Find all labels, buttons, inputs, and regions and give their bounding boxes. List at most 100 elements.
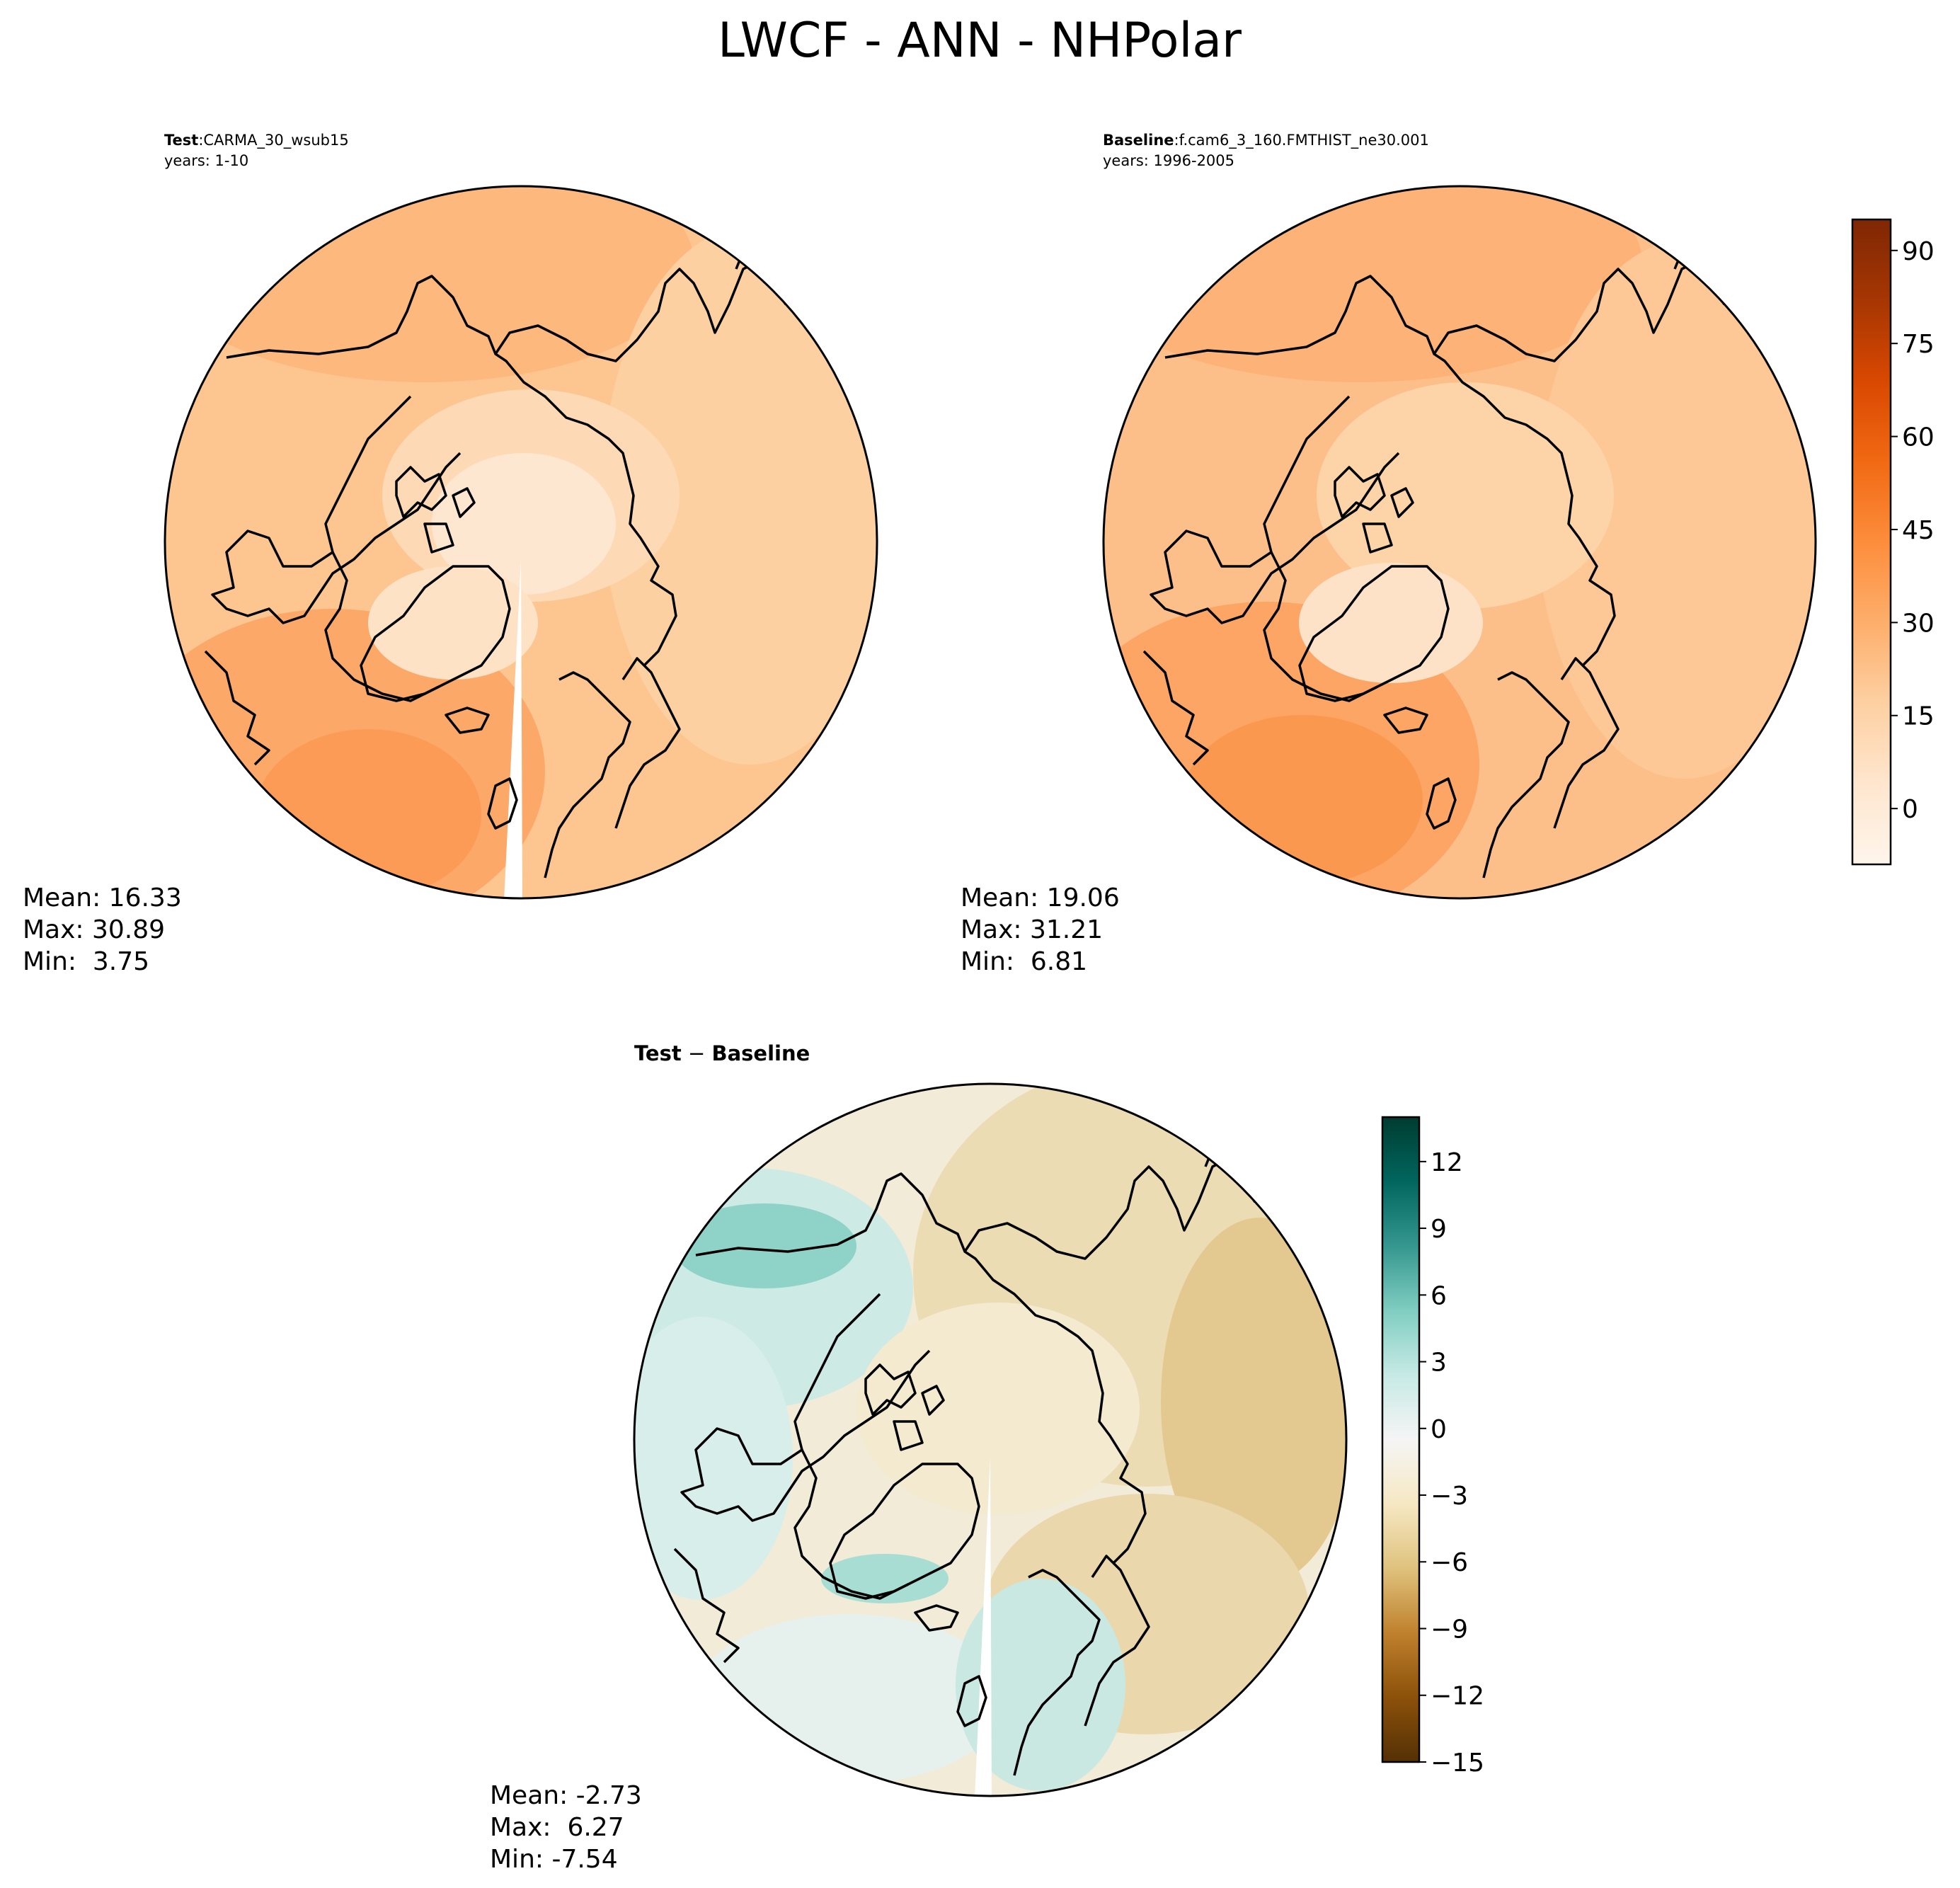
baseline-years: years: 1996-2005	[1103, 152, 1234, 169]
difference-field-pacific-core	[672, 1203, 856, 1288]
colorbar-brbg-ticks: 12 9 6 3 0 −3 −6 −9 −12 −15	[1419, 1148, 1484, 1778]
test-map-field	[165, 186, 877, 898]
baseline-field-northwest	[1104, 186, 1642, 382]
colorbar-tick-label: −12	[1431, 1682, 1484, 1711]
difference-field-east-min	[1161, 1218, 1346, 1586]
baseline-label-bold: Baseline	[1103, 132, 1174, 149]
test-stat-mean: Mean: 16.33	[23, 883, 182, 912]
baseline-coast-greenland	[1298, 565, 1450, 702]
colorbar-brbg: 12 9 6 3 0 −3 −6 −9 −12 −15	[1381, 1116, 1484, 1778]
baseline-case-name: f.cam6_3_160.FMTHIST_ne30.001	[1179, 132, 1429, 149]
difference-stat-min: Min: -7.54	[490, 1845, 618, 1874]
test-field-northwest	[165, 186, 694, 382]
colorbar-tick-label: 3	[1431, 1349, 1447, 1378]
colorbar-tick-label: 9	[1431, 1215, 1447, 1244]
baseline-coast-pacific-edge	[1731, 186, 1816, 228]
baseline-map-field	[1104, 186, 1816, 898]
colorbar-tick-label: 0	[1902, 795, 1918, 824]
difference-coast-pacific-edge	[1261, 1084, 1346, 1126]
test-coast-north-america	[211, 395, 462, 624]
colorbar-oranges-fill	[1852, 219, 1891, 864]
baseline-coast-siberia-east	[1433, 261, 1726, 362]
colorbar-oranges-ticks: 90 75 60 45 30 15 0	[1891, 237, 1935, 824]
colorbar-tick-label: 45	[1902, 516, 1935, 545]
baseline-stat-mean: Mean: 19.06	[961, 883, 1120, 912]
test-label-bold: Test	[164, 132, 198, 149]
colorbar-oranges-frame	[1851, 218, 1892, 866]
difference-field-west	[634, 1317, 793, 1600]
test-coast-asia	[226, 275, 677, 667]
test-coast-europe	[544, 671, 631, 879]
baseline-coast-north-america	[1150, 395, 1400, 624]
test-coast-iceland	[445, 706, 490, 734]
baseline-panel: Baseline:f.cam6_3_160.FMTHIST_ne30.001 y…	[961, 132, 1817, 976]
test-coast-pacific-edge	[792, 186, 877, 228]
difference-label-baseline: Baseline	[711, 1041, 810, 1065]
test-panel: Test:CARMA_30_wsub15 years: 1-10	[23, 132, 878, 976]
colorbar-tick-label: 75	[1902, 330, 1935, 359]
baseline-coast-iceland	[1383, 706, 1428, 734]
difference-label-sep: −	[682, 1041, 712, 1065]
difference-coast-uk	[956, 1675, 987, 1727]
baseline-stat-min: Min: 6.81	[961, 947, 1087, 976]
test-missing-wedge	[504, 559, 522, 898]
difference-coastlines	[673, 1084, 1346, 1776]
difference-coast-siberia-east	[963, 1158, 1256, 1260]
baseline-coast-uk	[1426, 777, 1457, 830]
test-label-sep: :	[198, 132, 203, 149]
test-coastlines	[204, 186, 877, 879]
colorbar-oranges: 90 75 60 45 30 15 0	[1851, 218, 1935, 866]
baseline-field-arctic	[1317, 382, 1614, 609]
difference-missing-wedge	[975, 1457, 992, 1796]
difference-map-boundary	[633, 1082, 1348, 1797]
test-field-greenland	[368, 566, 538, 680]
colorbar-tick-label: 15	[1902, 702, 1935, 731]
test-coast-uk	[487, 777, 518, 830]
baseline-field-greenland	[1299, 563, 1483, 683]
colorbar-tick-label: −15	[1431, 1749, 1484, 1778]
test-stat-max: Max: 30.89	[23, 915, 165, 944]
test-coast-scandinavia	[614, 657, 681, 829]
test-stat-min: Min: 3.75	[23, 947, 149, 976]
test-field-east	[602, 227, 877, 765]
difference-coast-europe	[1013, 1569, 1101, 1776]
baseline-field-east	[1536, 241, 1816, 779]
test-case-name: CARMA_30_wsub15	[203, 132, 348, 149]
difference-coast-north-america	[680, 1293, 931, 1522]
colorbar-brbg-frame	[1381, 1116, 1421, 1763]
colorbar-tick-label: 60	[1902, 423, 1935, 452]
difference-stat-max: Max: 6.27	[490, 1813, 624, 1842]
colorbar-brbg-fill	[1382, 1117, 1419, 1762]
baseline-label-sep: :	[1174, 132, 1179, 149]
difference-coast-alaska	[673, 1547, 740, 1664]
test-coast-archipelago	[395, 466, 476, 554]
test-years: years: 1-10	[164, 152, 248, 169]
colorbar-tick-label: −9	[1431, 1615, 1468, 1644]
difference-field-europe	[956, 1579, 1125, 1791]
baseline-panel-label: Baseline:f.cam6_3_160.FMTHIST_ne30.001	[1103, 132, 1429, 149]
test-map-boundary	[164, 185, 878, 900]
difference-coast-iceland	[914, 1604, 959, 1632]
difference-panel-label: Test − Baseline	[634, 1041, 810, 1065]
colorbar-tick-label: −6	[1431, 1548, 1468, 1577]
test-field-southwest-core	[255, 729, 481, 898]
baseline-coast-alaska	[1142, 650, 1209, 766]
figure-title: LWCF - ANN - NHPolar	[718, 13, 1242, 69]
test-coast-alaska	[204, 650, 270, 766]
difference-stat-mean: Mean: -2.73	[490, 1781, 642, 1810]
colorbar-tick-label: 30	[1902, 609, 1935, 638]
difference-coast-asia	[695, 1172, 1147, 1564]
baseline-coast-archipelago	[1334, 466, 1414, 554]
difference-field-arctic	[856, 1303, 1140, 1515]
difference-coast-archipelago	[864, 1363, 945, 1451]
difference-label-test: Test	[634, 1041, 682, 1065]
colorbar-tick-label: 90	[1902, 237, 1935, 266]
baseline-coast-asia	[1164, 275, 1616, 667]
baseline-coast-scandinavia	[1553, 657, 1620, 829]
baseline-field-southwest-core	[1182, 715, 1423, 885]
baseline-coast-europe	[1482, 671, 1570, 879]
colorbar-tick-label: 0	[1431, 1415, 1447, 1444]
difference-coast-greenland	[829, 1463, 980, 1600]
difference-panel: Test − Baseline	[490, 1041, 1348, 1874]
